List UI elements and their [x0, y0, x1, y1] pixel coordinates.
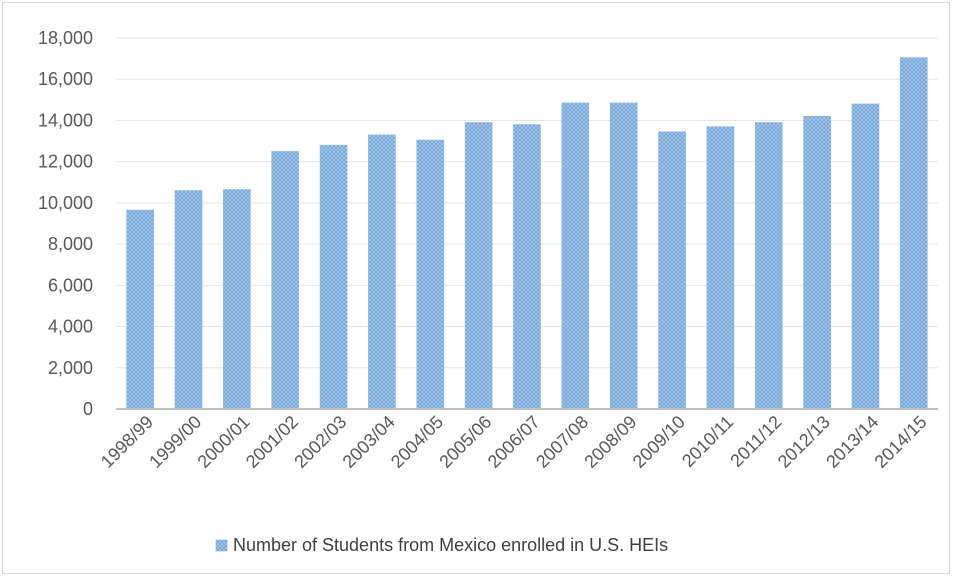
bar [319, 144, 348, 410]
bar [609, 102, 638, 410]
x-tick-label: 2003/04 [339, 412, 399, 472]
x-tick-label: 2004/05 [387, 412, 447, 472]
bar [368, 134, 396, 410]
bar [464, 122, 493, 410]
y-tick-label: 10,000 [38, 193, 93, 213]
bar [706, 126, 735, 410]
x-tick-label: 2013/14 [822, 412, 882, 472]
x-tick-label: 2014/15 [870, 412, 930, 472]
y-tick-label: 16,000 [38, 69, 93, 89]
legend-label: Number of Students from Mexico enrolled … [233, 535, 668, 555]
y-tick-label: 0 [83, 399, 93, 419]
bar [754, 122, 783, 410]
y-tick-label: 12,000 [38, 152, 93, 172]
bar [513, 124, 541, 410]
y-tick-label: 8,000 [48, 234, 93, 254]
y-tick-label: 6,000 [48, 275, 93, 295]
bar [271, 151, 300, 410]
bar [803, 116, 831, 410]
x-tick-label: 2006/07 [484, 412, 544, 472]
x-tick-label: 2012/13 [774, 412, 834, 472]
bar [174, 190, 203, 410]
y-tick-label: 14,000 [38, 110, 93, 130]
x-tick-label: 2010/11 [678, 412, 737, 471]
x-tick-label: 1998/99 [97, 412, 157, 472]
y-tick-label: 18,000 [38, 28, 93, 48]
x-tick-label: 2000/01 [194, 412, 254, 472]
x-tick-label: 2009/10 [629, 412, 689, 472]
y-tick-label: 4,000 [48, 317, 93, 337]
bar [658, 131, 686, 410]
x-tick-label: 2007/08 [532, 412, 592, 472]
bar [223, 189, 251, 410]
bars [126, 57, 928, 410]
bar [899, 57, 928, 410]
bar [561, 102, 590, 410]
y-axis-ticks: 0 2,000 4,000 6,000 8,000 10,000 12,000 14,000 1… [38, 28, 93, 419]
x-axis-ticks: 1998/991999/002000/012001/022002/032003/… [97, 412, 931, 472]
bar [126, 209, 155, 410]
y-tick-label: 2,000 [48, 358, 93, 378]
bar [851, 103, 880, 410]
bar [416, 139, 445, 410]
x-tick-label: 1999/00 [145, 412, 205, 472]
x-tick-label: 2008/09 [580, 412, 640, 472]
x-tick-label: 2005/06 [435, 412, 495, 472]
legend: Number of Students from Mexico enrolled … [215, 535, 668, 555]
x-tick-label: 2001/02 [242, 412, 302, 472]
x-tick-label: 2002/03 [290, 412, 350, 472]
legend-swatch [215, 539, 228, 552]
